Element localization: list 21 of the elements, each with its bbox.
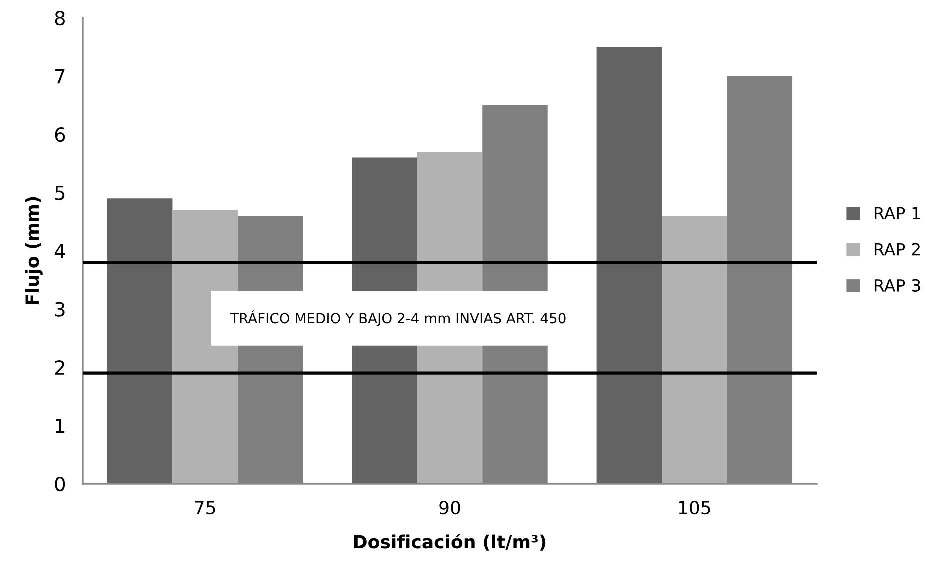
x-tick-label: 75: [195, 501, 216, 515]
y-tick-label: 7: [56, 69, 65, 84]
y-tick-label: 3: [55, 302, 65, 317]
bar: [107, 198, 173, 484]
x-tick-label: 105: [679, 500, 710, 515]
y-tick-label: 2: [55, 360, 64, 375]
y-tick-label: 4: [54, 244, 66, 258]
legend-label: RAP 2: [874, 243, 920, 256]
y-axis-title: Flujo (mm): [25, 197, 43, 305]
x-axis-title: Dosificación (lt/m³): [354, 534, 546, 551]
bar: [662, 216, 728, 484]
y-tick-label: 5: [55, 186, 65, 200]
legend-label: RAP 1: [874, 207, 920, 220]
bar: [596, 47, 662, 484]
y-tick-label: 6: [55, 127, 66, 142]
annotation: TRÁFICO MEDIO Y BAJO 2-4 mm INVIAS ART. 450: [230, 310, 566, 326]
legend-label: RAP 3: [874, 279, 920, 292]
y-tick-label: 8: [55, 10, 66, 26]
y-tick-label: 1: [56, 418, 65, 434]
y-tick-label: 0: [55, 476, 66, 492]
x-tick-label: 90: [440, 500, 460, 515]
